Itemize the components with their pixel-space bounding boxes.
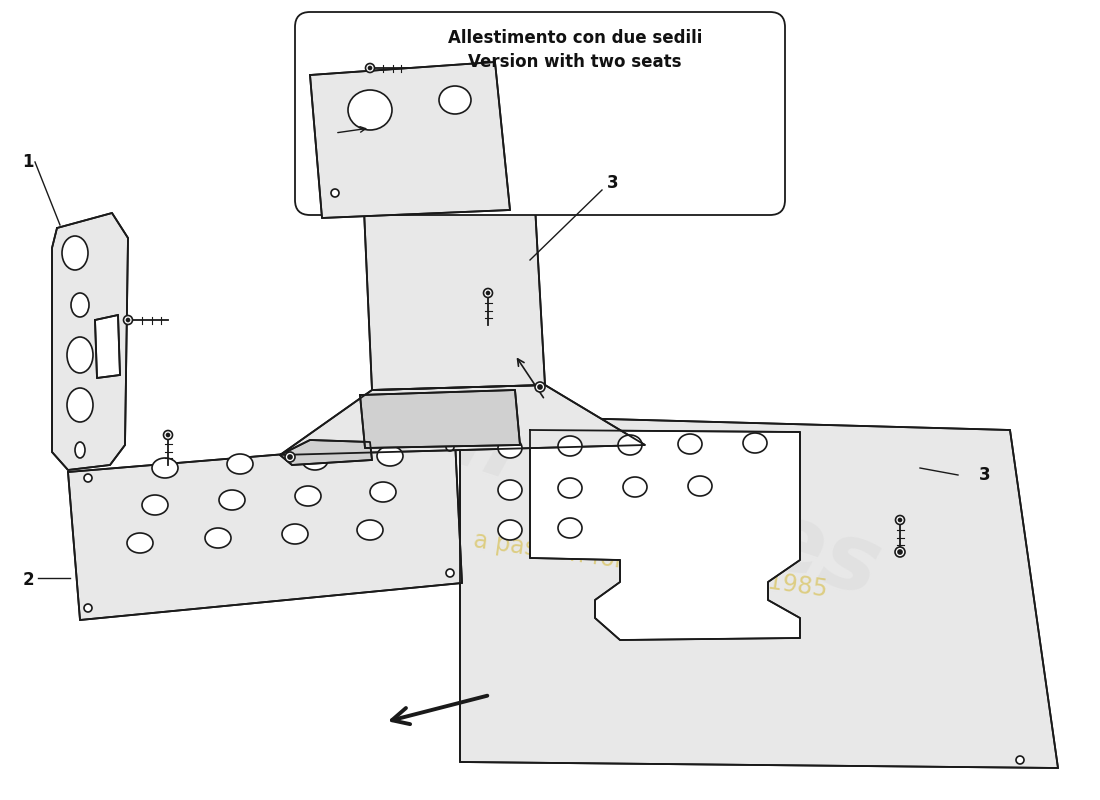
Ellipse shape <box>205 528 231 548</box>
Circle shape <box>84 604 92 612</box>
Ellipse shape <box>67 337 94 373</box>
Ellipse shape <box>126 533 153 553</box>
Ellipse shape <box>358 520 383 540</box>
Text: eurogares: eurogares <box>349 362 892 618</box>
Circle shape <box>899 518 902 522</box>
Ellipse shape <box>72 293 89 317</box>
Polygon shape <box>280 440 372 465</box>
Circle shape <box>538 385 542 389</box>
Text: 2: 2 <box>22 571 34 589</box>
Text: 3: 3 <box>979 466 991 484</box>
Ellipse shape <box>688 476 712 496</box>
Polygon shape <box>95 315 120 378</box>
Polygon shape <box>280 385 645 455</box>
Polygon shape <box>460 415 1058 768</box>
Text: a passion for parts since 1985: a passion for parts since 1985 <box>472 528 828 602</box>
Polygon shape <box>358 62 544 390</box>
Circle shape <box>164 430 173 439</box>
Circle shape <box>898 550 902 554</box>
Circle shape <box>368 66 372 70</box>
Ellipse shape <box>678 434 702 454</box>
Ellipse shape <box>219 490 245 510</box>
Ellipse shape <box>348 90 392 130</box>
Ellipse shape <box>62 236 88 270</box>
Circle shape <box>365 63 374 73</box>
Circle shape <box>895 547 905 557</box>
Ellipse shape <box>282 524 308 544</box>
Ellipse shape <box>498 480 522 500</box>
Circle shape <box>84 474 92 482</box>
Circle shape <box>288 455 292 459</box>
Circle shape <box>331 189 339 197</box>
Ellipse shape <box>439 86 471 114</box>
Ellipse shape <box>558 436 582 456</box>
Text: 1: 1 <box>22 153 34 171</box>
Circle shape <box>1016 756 1024 764</box>
Polygon shape <box>530 430 800 640</box>
Circle shape <box>895 515 904 525</box>
Ellipse shape <box>623 477 647 497</box>
Text: Version with two seats: Version with two seats <box>469 53 682 71</box>
Ellipse shape <box>302 450 328 470</box>
Polygon shape <box>360 390 520 448</box>
Polygon shape <box>68 440 462 620</box>
Ellipse shape <box>370 482 396 502</box>
Ellipse shape <box>142 495 168 515</box>
FancyBboxPatch shape <box>295 12 785 215</box>
Text: Allestimento con due sedili: Allestimento con due sedili <box>448 29 702 47</box>
Ellipse shape <box>67 388 94 422</box>
Ellipse shape <box>558 518 582 538</box>
Ellipse shape <box>75 442 85 458</box>
Ellipse shape <box>498 438 522 458</box>
Circle shape <box>535 382 544 392</box>
Circle shape <box>126 318 130 322</box>
Circle shape <box>285 452 295 462</box>
Ellipse shape <box>377 446 403 466</box>
Ellipse shape <box>742 433 767 453</box>
Circle shape <box>446 569 454 577</box>
Polygon shape <box>52 213 128 470</box>
Ellipse shape <box>498 520 522 540</box>
Ellipse shape <box>295 486 321 506</box>
Polygon shape <box>310 62 510 218</box>
Circle shape <box>484 289 493 298</box>
Ellipse shape <box>558 478 582 498</box>
Ellipse shape <box>152 458 178 478</box>
Circle shape <box>166 434 169 437</box>
Circle shape <box>486 291 490 294</box>
Ellipse shape <box>618 435 642 455</box>
Text: 3: 3 <box>607 174 619 192</box>
Ellipse shape <box>227 454 253 474</box>
Circle shape <box>446 443 454 451</box>
Circle shape <box>123 315 132 325</box>
